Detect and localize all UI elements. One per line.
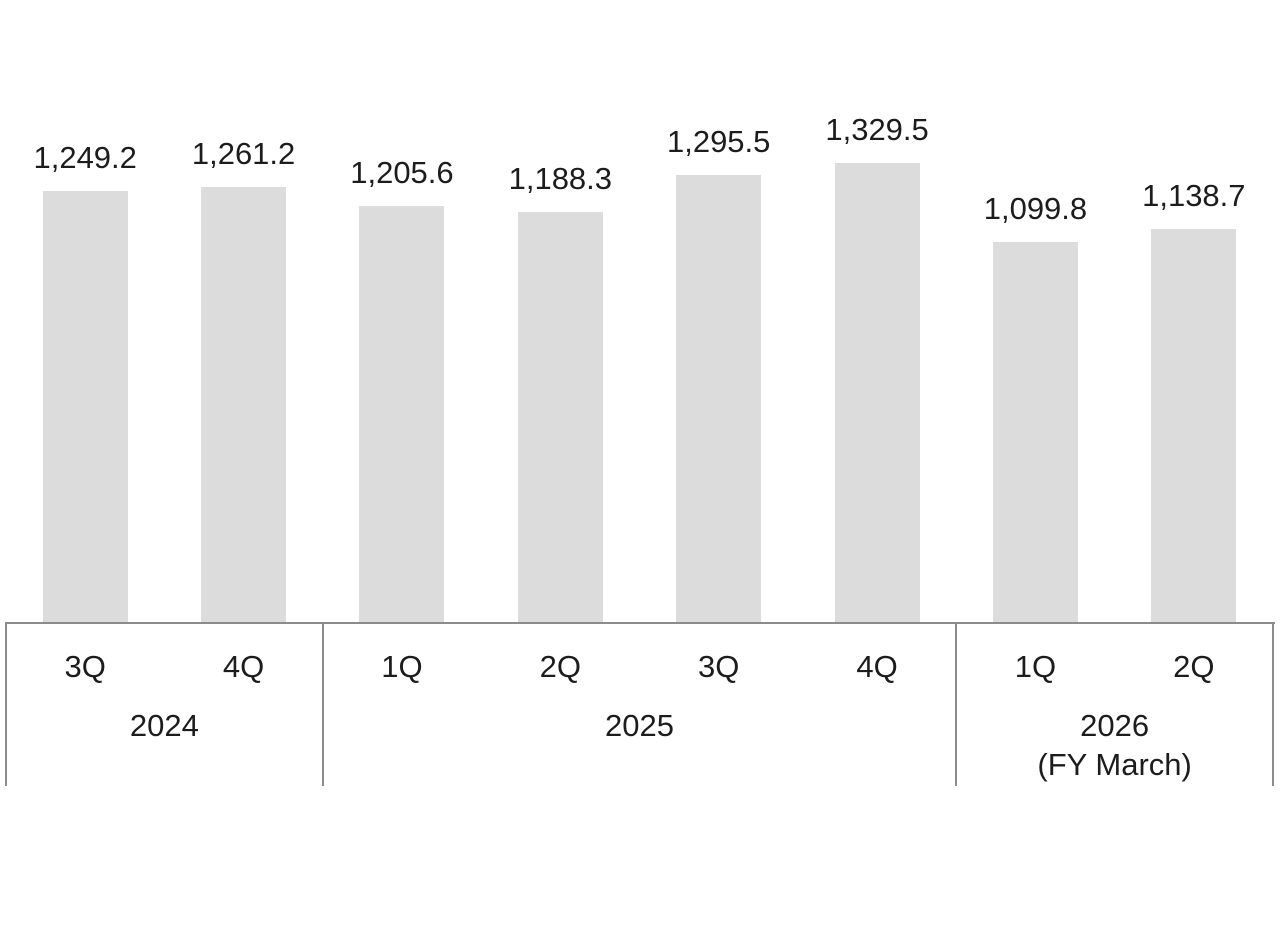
x-tick-label: 3Q	[698, 649, 740, 684]
x-tick-label: 1Q	[381, 649, 423, 684]
year-group-sublabel: (FY March)	[1037, 747, 1192, 782]
bar-value-label: 1,099.8	[983, 191, 1088, 227]
year-group-label: 2026	[1080, 708, 1150, 743]
x-tick-label: 4Q	[856, 649, 898, 684]
x-tick-label: 2Q	[539, 649, 581, 684]
axis-side-border-line	[1272, 622, 1274, 786]
year-group-divider-line	[955, 622, 958, 786]
year-group-label: 2024	[129, 708, 199, 743]
bar-value-label: 1,261.2	[191, 135, 296, 171]
bar-value-label: 1,249.2	[33, 139, 137, 175]
x-tick-label: 2Q	[1173, 649, 1215, 684]
bar	[834, 163, 920, 623]
bar	[517, 211, 603, 623]
axis-side-border-line	[5, 622, 7, 786]
bar	[676, 174, 762, 623]
year-group-label: 2025	[605, 708, 674, 743]
x-tick-label: 3Q	[64, 649, 106, 684]
bar-value-label: 1,295.5	[666, 123, 771, 159]
bar	[992, 242, 1078, 623]
bar-value-label: 1,188.3	[508, 160, 613, 196]
bar	[1151, 229, 1237, 623]
bar-value-label: 1,205.6	[350, 154, 454, 190]
bar	[359, 205, 445, 623]
bar	[42, 190, 128, 623]
bar	[201, 186, 287, 623]
year-group-divider-line	[321, 622, 324, 786]
bar-value-label: 1,329.5	[825, 112, 929, 147]
x-tick-label: 1Q	[1014, 649, 1057, 684]
bar-value-label: 1,138.7	[1142, 178, 1246, 214]
x-tick-label: 4Q	[222, 649, 265, 684]
axis-top-border-line	[6, 622, 1275, 624]
